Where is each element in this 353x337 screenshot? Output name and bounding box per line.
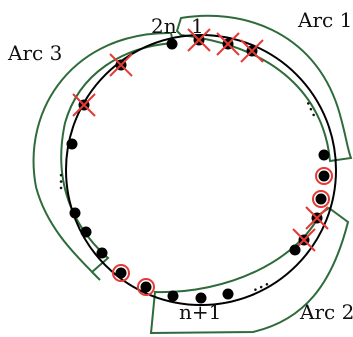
label-2n: 2n [151,14,177,38]
node-left-3 [69,207,81,219]
label-n-plus-1: n+1 [179,300,221,324]
node-bottom-1 [167,290,179,302]
arc-3-outline [32,31,175,281]
node-right-2 [318,170,330,182]
cross-marker-upper-left-1 [109,53,133,77]
node-top-left-1 [166,38,178,50]
cross-marker-right-4 [305,206,329,230]
ring-marker-bottom-left-2 [137,278,155,296]
node-left-5 [96,247,108,259]
node-bottom-left-1 [115,267,127,279]
ellipsis-bottom-right: ... [245,267,272,297]
node-right-6 [289,244,301,256]
cross-marker-top-3 [240,39,264,63]
label-arc-1: Arc 1 [297,8,352,32]
cross-marker-left-1 [72,93,96,117]
main-circle [65,34,337,306]
ellipsis-left-middle: ... [55,172,79,191]
nodes-layer [66,28,333,304]
label-1: 1 [191,14,204,38]
cross-marker-top-2 [216,32,240,56]
cross-marker-top-1 [187,28,211,52]
ring-marker-right-3 [312,190,330,208]
label-arc-3: Arc 3 [7,41,62,65]
ring-marker-bottom-left-1 [112,264,130,282]
node-right-1 [318,149,330,161]
node-bottom-left-2 [140,281,152,293]
arc-1-outline [175,14,353,163]
ring-marker-right-2 [315,167,333,185]
node-left-4 [80,226,92,238]
label-arc-2: Arc 2 [299,300,353,324]
node-bottom-2 [195,292,207,304]
node-right-3 [315,193,327,205]
node-left-2 [66,138,78,150]
node-bottom-3 [222,288,234,300]
